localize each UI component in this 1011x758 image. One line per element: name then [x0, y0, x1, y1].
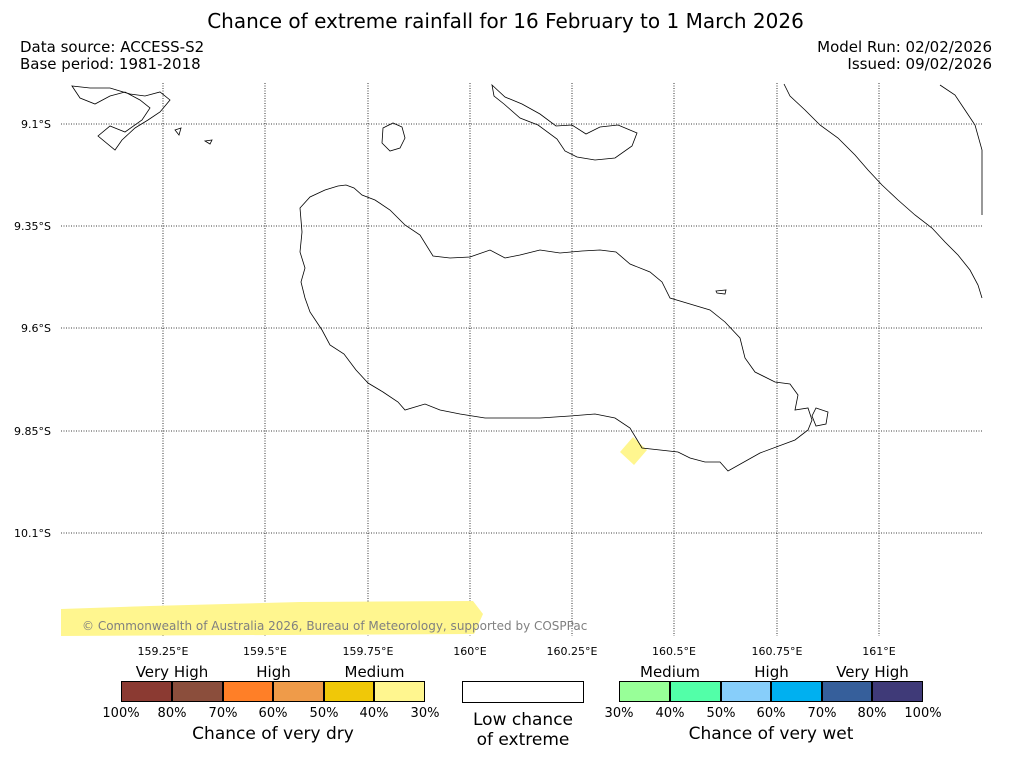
issued-text: Issued: 09/02/2026: [847, 55, 992, 73]
wet-pct-6: 80%: [857, 706, 887, 721]
base-period-text: Base period: 1981-2018: [20, 55, 201, 73]
coastline-islet-1: [715, 289, 727, 295]
coastline-malaita-east: [939, 84, 983, 215]
dry-legend-title: Chance of very dry: [192, 724, 354, 744]
wet-swatch-1: [619, 681, 670, 702]
dry-heading-high: High: [256, 663, 291, 681]
data-source-text: Data source: ACCESS-S2: [20, 38, 205, 56]
chart-title: Chance of extreme rainfall for 16 Februa…: [207, 9, 804, 33]
dry-pct-4: 60%: [258, 706, 288, 721]
neutral-swatch: [462, 681, 584, 703]
lat-label-4: 9.85°S: [14, 425, 51, 438]
wet-swatch-5: [822, 681, 872, 702]
wet-heading-medium: Medium: [640, 663, 700, 681]
lon-label-7: 160.75°E: [751, 645, 803, 658]
dry-pct-7: 30%: [410, 706, 440, 721]
dry-swatch-2: [172, 681, 223, 702]
model-run-text: Model Run: 02/02/2026: [817, 38, 992, 56]
lon-label-8: 161°E: [862, 645, 896, 658]
lon-label-4: 160°E: [453, 645, 487, 658]
wet-pct-1: 30%: [604, 706, 634, 721]
wet-pct-3: 50%: [706, 706, 736, 721]
dry-pct-2: 80%: [157, 706, 187, 721]
wet-swatch-4: [771, 681, 822, 702]
lon-label-2: 159.5°E: [243, 645, 287, 658]
dry-swatch-1: [121, 681, 172, 702]
lat-label-3: 9.6°S: [21, 322, 51, 335]
coastline-nggela: [491, 83, 638, 161]
dry-swatch-4: [273, 681, 324, 702]
wet-pct-4: 60%: [756, 706, 786, 721]
wet-heading-very-high: Very High: [836, 663, 909, 681]
highlight-coast: [620, 437, 647, 465]
wet-swatch-3: [721, 681, 771, 702]
dry-swatch-5: [324, 681, 374, 702]
wet-pct-2: 40%: [655, 706, 685, 721]
dry-pct-5: 50%: [309, 706, 339, 721]
wet-pct-7: 100%: [904, 706, 942, 721]
dry-heading-very-high: Very High: [135, 663, 209, 681]
coastline-islet-4: [174, 127, 182, 136]
coastline-islet-2: [811, 407, 829, 427]
dry-pct-6: 40%: [359, 706, 389, 721]
neutral-label-line2: of extreme: [476, 730, 570, 750]
copyright-text: © Commonwealth of Australia 2026, Bureau…: [82, 619, 588, 633]
lat-label-2: 9.35°S: [14, 220, 51, 233]
map-canvas: [61, 83, 983, 636]
dry-pct-1: 100%: [102, 706, 140, 721]
coastline-malaita: [783, 83, 983, 299]
coastline-guadalcanal: [299, 184, 813, 472]
lon-label-5: 160.25°E: [546, 645, 598, 658]
meta-right: Model Run: 02/02/2026 Issued: 09/02/2026: [817, 39, 992, 73]
coastline-savo: [381, 122, 406, 152]
neutral-label-line1: Low chance: [473, 710, 573, 730]
coastline-russell: [71, 85, 171, 151]
gridlines: [61, 83, 982, 636]
dry-heading-medium: Medium: [344, 663, 405, 681]
dry-pct-3: 70%: [208, 706, 238, 721]
wet-swatch-2: [670, 681, 721, 702]
wet-swatch-6: [872, 681, 923, 702]
meta-left: Data source: ACCESS-S2 Base period: 1981…: [20, 39, 204, 73]
lat-label-1: 9.1°S: [21, 118, 51, 131]
highlight-band: [61, 601, 483, 636]
coastline-islet-3: [203, 139, 213, 145]
dry-swatch-3: [223, 681, 273, 702]
lon-label-6: 160.5°E: [652, 645, 696, 658]
coastlines: [71, 83, 983, 472]
lon-label-3: 159.75°E: [342, 645, 394, 658]
wet-legend-title: Chance of very wet: [688, 724, 854, 744]
wet-heading-high: High: [754, 663, 789, 681]
dry-swatch-6: [374, 681, 425, 702]
lon-label-1: 159.25°E: [137, 645, 189, 658]
lat-label-5: 10.1°S: [14, 527, 51, 540]
wet-pct-5: 70%: [807, 706, 837, 721]
